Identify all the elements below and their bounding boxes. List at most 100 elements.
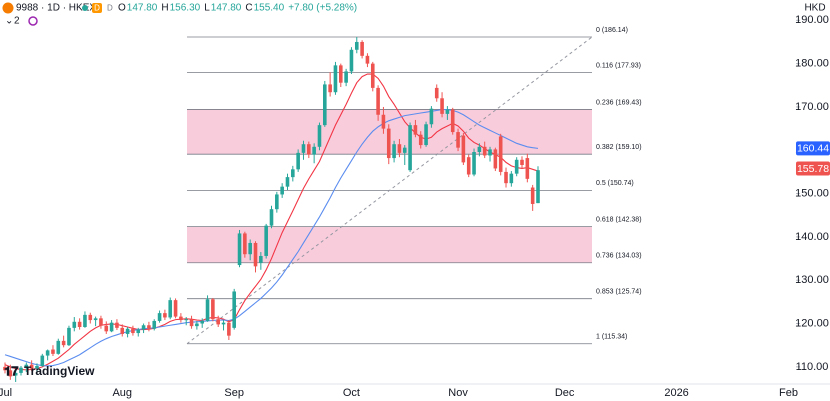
candle-body	[275, 194, 279, 210]
candle-body	[200, 320, 205, 324]
candle-body	[109, 322, 114, 332]
fib-label: 0.382 (159.10)	[596, 144, 642, 151]
candle-body	[514, 159, 519, 174]
ma-price-tag: 160.44	[797, 143, 829, 155]
ohlc-key: L	[204, 3, 210, 14]
candle-body	[434, 87, 439, 99]
ohlc-change: +7.80 (+5.28%)	[288, 3, 357, 14]
fib-label: 0.736 (134.03)	[596, 253, 642, 260]
candle-body	[179, 316, 183, 321]
candle-body	[248, 242, 252, 255]
candle-body	[67, 327, 71, 346]
candle-body	[498, 136, 503, 172]
fib-label: 0.116 (177.93)	[596, 62, 641, 69]
candle-body	[264, 225, 268, 256]
candle-body	[472, 151, 476, 175]
candle-body	[504, 171, 508, 184]
x-tick-label: Sep	[224, 387, 244, 399]
x-tick-label: Aug	[112, 387, 132, 399]
candle-body	[461, 135, 466, 163]
moving-average-line	[4, 73, 539, 371]
candle-body	[488, 149, 492, 156]
plot-area: 0 (186.14) 0.116 (177.93) 0.236 (169.43) 0.…	[3, 27, 642, 383]
last-price-tag: 155.78	[797, 163, 829, 175]
indicator-icon[interactable]	[28, 16, 38, 26]
candle-body	[269, 209, 274, 226]
ohlc-value: 156.30	[170, 3, 201, 14]
y-tick-label: 140.00	[795, 231, 829, 243]
candle-body	[8, 370, 13, 377]
candle-body	[402, 147, 407, 153]
candle-body	[13, 372, 18, 376]
candle-body	[3, 366, 7, 371]
candle-body	[333, 65, 338, 93]
fib-label: 1 (115.34)	[596, 334, 627, 341]
watermark-text: TradingView	[24, 364, 95, 378]
candle-body	[184, 319, 189, 321]
x-tick-label: Jul	[0, 387, 12, 399]
candle-body	[131, 328, 135, 334]
candle-body	[525, 158, 530, 179]
candle-body	[386, 128, 391, 159]
candle-body	[344, 71, 348, 83]
candle-body	[168, 300, 173, 318]
candle-body	[381, 114, 386, 129]
candle-body	[243, 233, 247, 255]
x-tick-label: 2026	[664, 387, 688, 399]
watermark: 𝟏𝟕 TradingView	[4, 363, 95, 378]
candle-body	[520, 159, 524, 165]
candle-body	[413, 125, 418, 135]
candle-body	[195, 323, 199, 327]
candle-body	[365, 55, 370, 64]
candle-body	[232, 291, 236, 328]
candle-body	[152, 320, 157, 329]
y-tick-label: 190.00	[795, 14, 829, 26]
ohlc-value: 155.40	[254, 3, 285, 14]
badge	[92, 3, 102, 13]
candle-body	[323, 84, 327, 126]
candle-body	[136, 329, 141, 334]
candle-body	[29, 364, 34, 369]
ohlc-key: H	[161, 3, 168, 14]
price-axis-panel	[796, 0, 830, 401]
candle-body	[296, 152, 300, 170]
candle-body	[259, 255, 263, 263]
ohlc-value: 147.80	[127, 3, 158, 14]
candle-body	[509, 173, 514, 184]
candle-body	[354, 41, 359, 50]
candle-body	[456, 132, 460, 148]
y-tick-label: 170.00	[795, 101, 829, 113]
y-tick-label: 180.00	[795, 58, 829, 70]
candle-body	[312, 146, 316, 155]
fib-label: 0 (186.14)	[596, 27, 628, 34]
candle-body	[530, 187, 535, 204]
candle-body	[45, 350, 50, 356]
y-tick-label: 150.00	[795, 187, 829, 199]
candle-body	[370, 63, 375, 88]
y-tick-label: 110.00	[796, 361, 829, 373]
candle-body	[205, 299, 210, 321]
collapse-chevron[interactable]: ⌄	[5, 16, 13, 27]
fib-trend-line	[186, 36, 593, 345]
candle-body	[163, 313, 167, 318]
fib-label: 0.853 (125.74)	[596, 289, 642, 296]
candle-body	[429, 108, 434, 125]
fib-zone	[187, 226, 592, 263]
candle-body	[157, 313, 162, 321]
candle-body	[408, 125, 412, 171]
y-tick-label: 130.00	[795, 274, 829, 286]
candle-body	[216, 319, 220, 325]
indicator-count[interactable]: 2	[14, 16, 20, 27]
candle-body	[450, 109, 455, 133]
candle-body	[440, 98, 444, 114]
status-dot	[82, 5, 88, 11]
ohlc-key: C	[245, 3, 252, 14]
candle-body	[307, 144, 311, 155]
x-tick-label: Nov	[448, 387, 468, 399]
candle-body	[477, 146, 482, 152]
candle-body	[301, 144, 306, 153]
candle-body	[88, 314, 93, 321]
axes: 110.00120.00130.00140.00150.00160.00170.…	[0, 14, 830, 399]
